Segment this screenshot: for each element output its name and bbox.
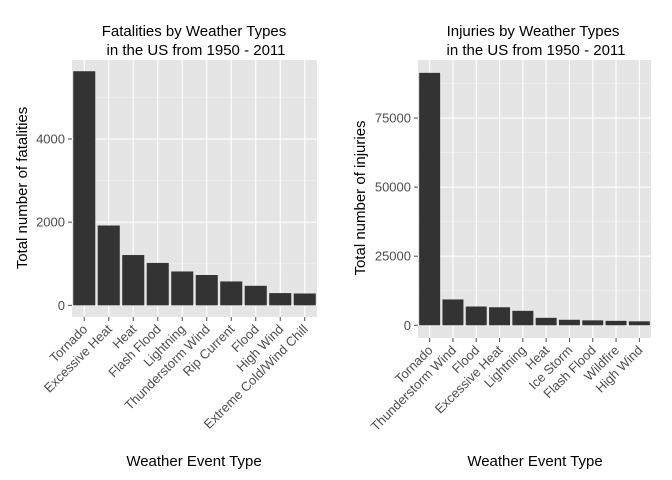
injuries-y-axis-title: Total number of injuries <box>352 120 369 275</box>
bar <box>195 274 218 306</box>
fatalities-y-ticks: 0 2000 4000 <box>36 132 72 313</box>
injuries-y-ticks: 0 25000 50000 75000 <box>375 111 418 333</box>
bar <box>171 271 194 306</box>
fatalities-x-axis-title: Weather Event Type <box>126 453 261 470</box>
injuries-y-tick-label: 25000 <box>375 249 411 264</box>
bar <box>220 281 243 306</box>
injuries-y-tick-label: 0 <box>404 318 411 333</box>
bar <box>628 321 650 326</box>
bar <box>97 225 120 306</box>
bar <box>269 293 292 306</box>
injuries-chart-title-line-2: in the US from 1950 - 2011 <box>447 42 626 59</box>
bar <box>535 317 557 326</box>
bar <box>582 320 604 326</box>
bar <box>244 285 267 306</box>
bar <box>512 310 534 326</box>
injuries-y-tick-label: 50000 <box>375 180 411 195</box>
bar <box>146 262 169 306</box>
bar <box>489 307 511 326</box>
fatalities-y-tick-label: 0 <box>58 298 65 313</box>
bar <box>442 299 464 326</box>
bar <box>465 306 487 326</box>
injuries-y-tick-label: 75000 <box>375 111 411 126</box>
injuries-chart: Injuries by Weather Types in the US from… <box>352 23 651 470</box>
bar <box>419 72 441 326</box>
fatalities-chart-title-line-1: Fatalities by Weather Types <box>102 23 287 40</box>
injuries-chart-title-line-1: Injuries by Weather Types <box>447 23 620 40</box>
bar <box>558 319 580 326</box>
fatalities-bars <box>73 71 316 306</box>
injuries-bars <box>419 72 650 326</box>
injuries-x-axis-title: Weather Event Type <box>467 453 602 470</box>
bar <box>293 293 316 306</box>
injuries-plot-panel <box>418 60 651 338</box>
bar <box>122 255 145 306</box>
fatalities-y-tick-label: 4000 <box>36 132 65 147</box>
fatalities-y-axis-title: Total number of fatalities <box>14 107 31 270</box>
bar <box>605 320 627 326</box>
bar <box>73 71 96 306</box>
fatalities-chart: Fatalities by Weather Types in the US fr… <box>14 23 317 470</box>
fatalities-y-tick-label: 2000 <box>36 215 65 230</box>
fatalities-chart-title-line-2: in the US from 1950 - 2011 <box>107 42 286 59</box>
